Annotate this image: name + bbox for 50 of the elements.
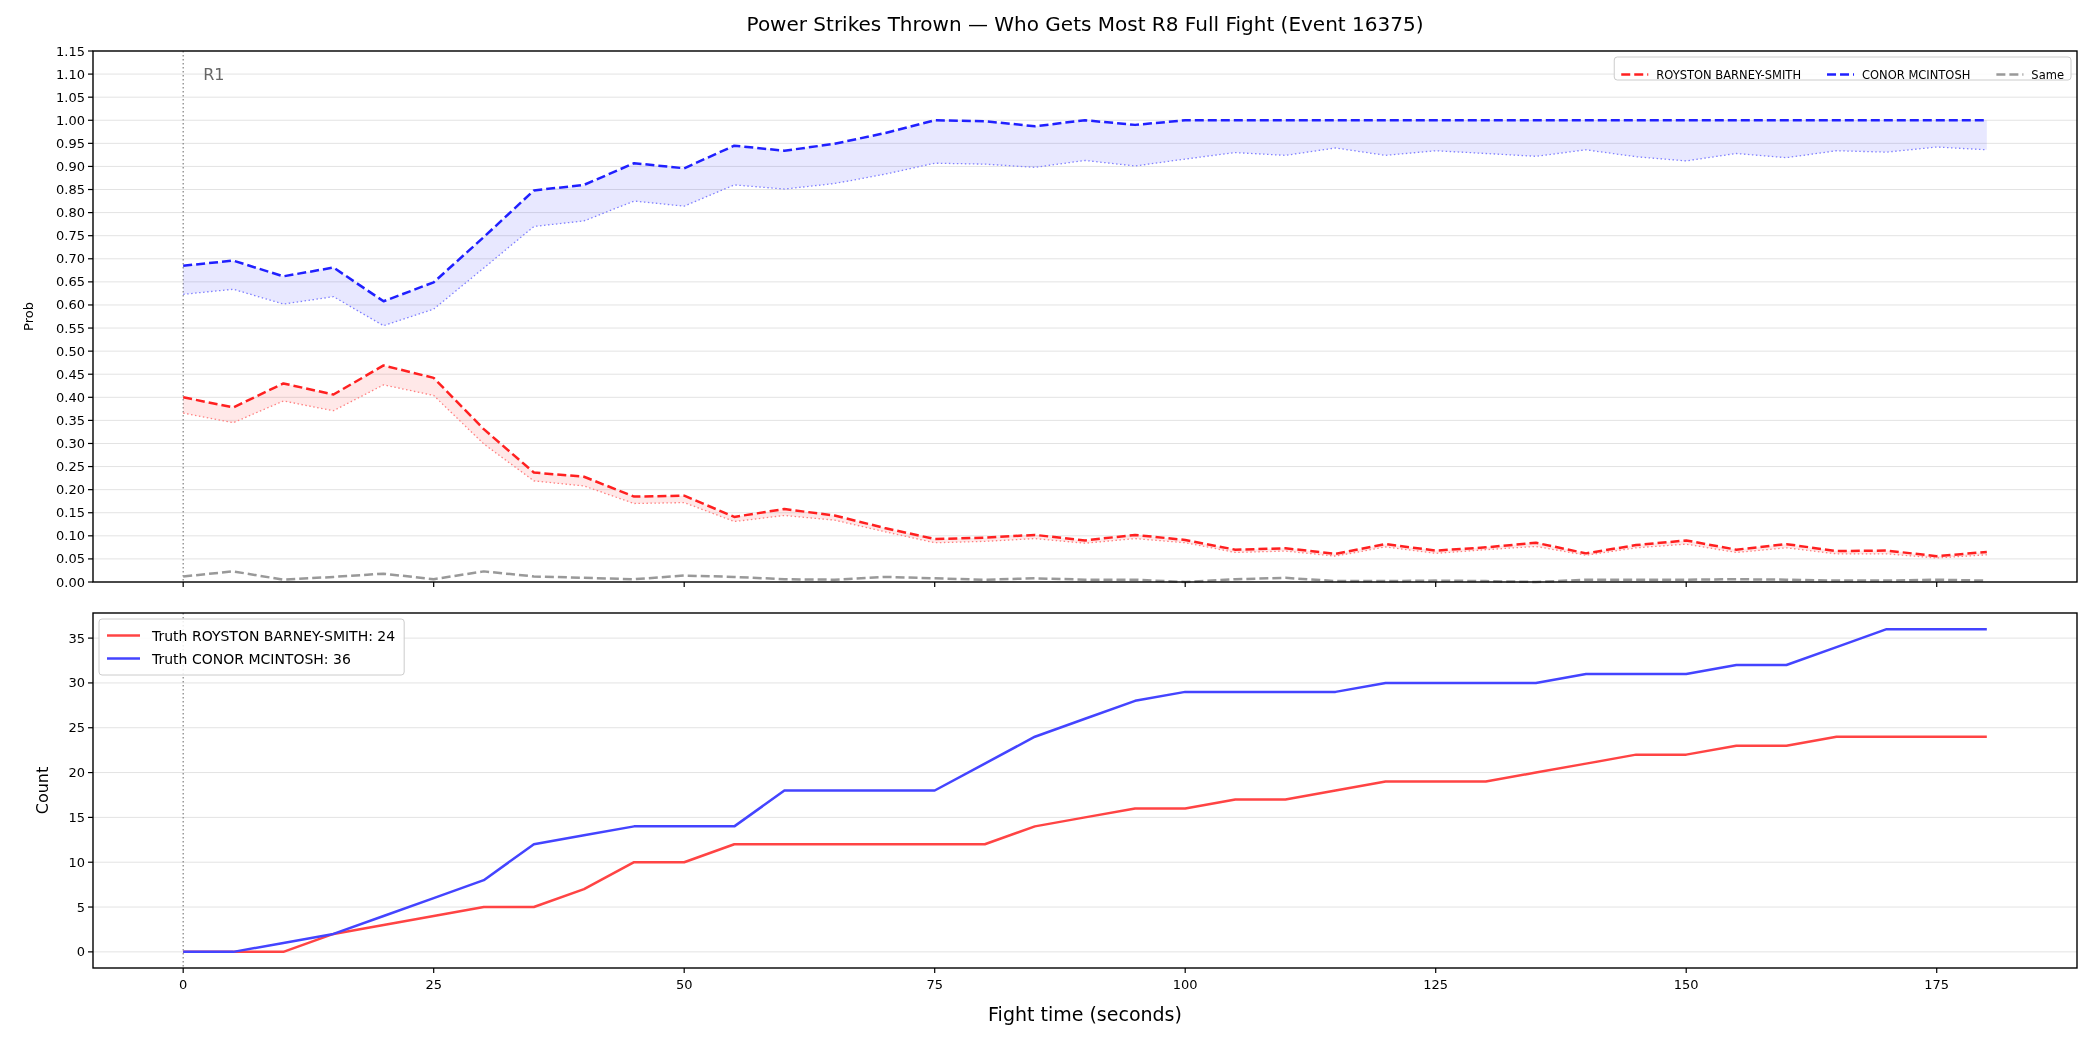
y-tick-label: 15 (68, 809, 85, 825)
x-tick-label: 0 (179, 977, 188, 992)
y-tick-label: 1.05 (56, 89, 85, 105)
y-tick-label: 0.25 (56, 459, 85, 475)
y-tick-label: 0.35 (56, 412, 85, 428)
y-tick-label: 0.40 (56, 389, 85, 405)
x-tick-label: 175 (1924, 977, 1950, 992)
y-tick-label: 0.60 (56, 297, 85, 313)
y-tick-label: 0.65 (56, 274, 85, 290)
legend-label: Truth CONOR MCINTOSH: 36 (151, 650, 351, 667)
y-tick-label: 0.15 (56, 505, 85, 521)
x-tick-label: 75 (926, 977, 943, 992)
x-tick-label: 150 (1673, 977, 1699, 992)
x-tick-label: 125 (1423, 977, 1449, 992)
y-tick-label: 0.00 (56, 574, 85, 590)
y-tick-label: 0.55 (56, 320, 85, 336)
chart-title: Power Strikes Thrown — Who Gets Most R8 Full Fight (Event 16375) (746, 12, 1424, 36)
y-tick-label: 0.75 (56, 228, 85, 244)
legend-label: Truth ROYSTON BARNEY-SMITH: 24 (151, 627, 396, 644)
y-tick-label: 35 (68, 630, 85, 646)
x-tick-label: 50 (675, 977, 693, 992)
y-tick-label: 0.95 (56, 135, 85, 151)
y-tick-label: 0.70 (56, 251, 85, 267)
legend-label: ROYSTON BARNEY-SMITH (1656, 67, 1802, 82)
x-tick-label: 100 (1172, 977, 1198, 992)
y-tick-label: 0.30 (56, 435, 85, 451)
legend-label: Same (2031, 67, 2064, 82)
y-tick-label: 1.15 (56, 43, 85, 59)
y-tick-label: 10 (68, 854, 85, 870)
x-tick-label: 25 (425, 977, 442, 992)
y-tick-label: 0.50 (56, 343, 85, 359)
y-tick-label: 5 (76, 899, 85, 915)
y-tick-label: 30 (68, 675, 85, 691)
y-tick-label: 0 (76, 944, 85, 960)
legend-label: CONOR MCINTOSH (1862, 67, 1971, 82)
x-axis-title: Fight time (seconds) (988, 1003, 1182, 1025)
y-axis-title: Prob (20, 302, 36, 331)
y-tick-label: 0.85 (56, 182, 85, 198)
y-tick-label: 0.90 (56, 158, 85, 174)
y-tick-label: 0.80 (56, 205, 85, 221)
y-tick-label: 0.20 (56, 482, 85, 498)
y-tick-label: 0.05 (56, 551, 85, 567)
y-tick-label: 1.10 (56, 66, 85, 82)
y-tick-label: 0.10 (56, 528, 85, 544)
y-tick-label: 1.00 (56, 112, 85, 128)
ref-line-label: R1 (203, 65, 225, 84)
y-tick-label: 20 (68, 765, 85, 781)
y-tick-label: 25 (68, 720, 85, 736)
y-tick-label: 0.45 (56, 366, 85, 382)
y-axis-title: Count (32, 766, 52, 815)
